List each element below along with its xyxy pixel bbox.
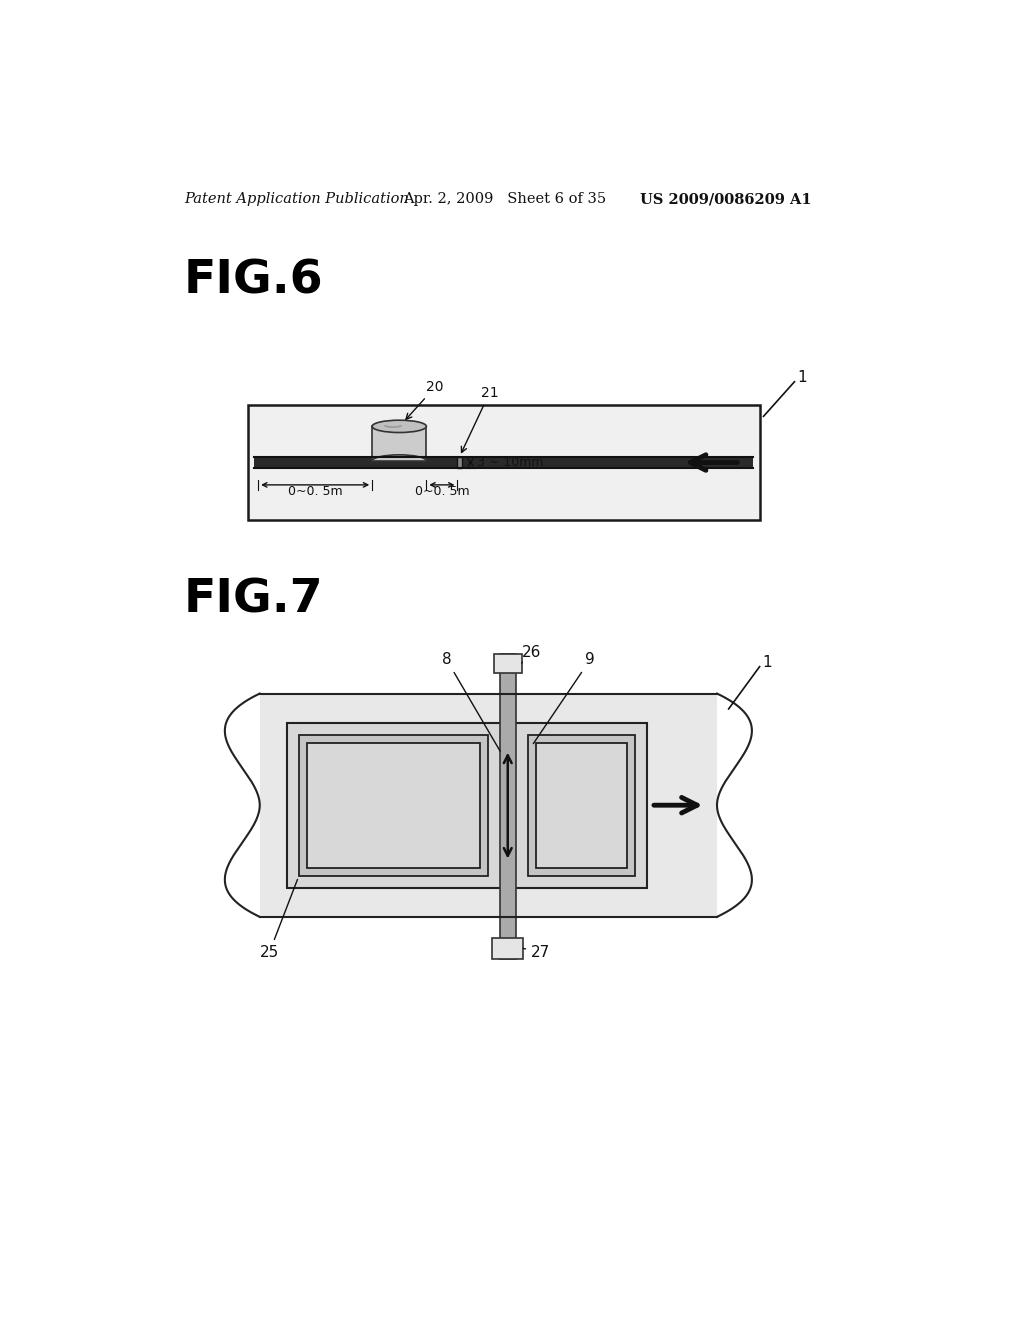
Bar	[299, 735, 487, 876]
Text: 0~0. 5m: 0~0. 5m	[288, 484, 342, 498]
Bar	[254, 457, 754, 469]
Text: 8: 8	[442, 652, 500, 751]
Text: 21: 21	[462, 385, 499, 453]
Text: 1: 1	[797, 371, 807, 385]
Bar	[528, 735, 635, 876]
Text: 0~0. 5m: 0~0. 5m	[415, 484, 469, 498]
Bar	[458, 457, 462, 469]
Text: 26: 26	[521, 644, 541, 663]
Text: Patent Application Publication: Patent Application Publication	[183, 193, 409, 206]
Bar	[248, 405, 760, 520]
Text: 9: 9	[534, 652, 595, 743]
Bar	[372, 426, 426, 461]
Bar	[307, 743, 480, 869]
Bar	[500, 653, 515, 960]
Text: 20: 20	[407, 380, 443, 420]
Bar	[494, 653, 521, 673]
Text: 1: 1	[762, 655, 771, 671]
Text: 27: 27	[523, 945, 550, 960]
Text: US 2009/0086209 A1: US 2009/0086209 A1	[640, 193, 811, 206]
Bar	[260, 693, 717, 917]
Text: FIG.7: FIG.7	[183, 578, 324, 623]
Text: Apr. 2, 2009   Sheet 6 of 35: Apr. 2, 2009 Sheet 6 of 35	[403, 193, 606, 206]
Text: FIG.6: FIG.6	[183, 259, 324, 304]
Ellipse shape	[372, 420, 426, 433]
Bar	[536, 743, 627, 869]
Text: 3 ~ 10mm: 3 ~ 10mm	[477, 455, 544, 469]
Bar	[493, 937, 523, 960]
Bar	[287, 723, 647, 888]
Text: 25: 25	[260, 879, 298, 960]
